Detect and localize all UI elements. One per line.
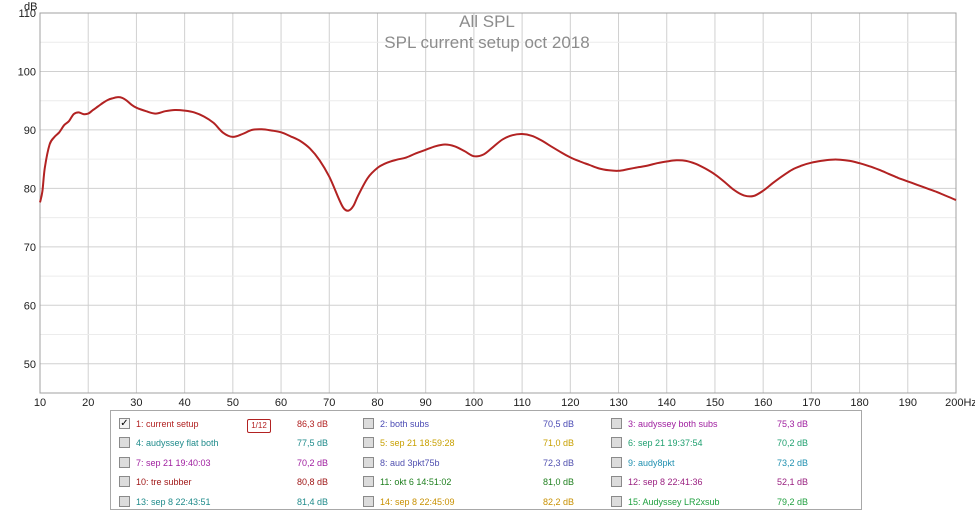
x-tick-label: 70	[323, 397, 335, 409]
legend-label: 6: sep 21 19:37:54	[628, 438, 703, 448]
legend-label: 5: sep 21 18:59:28	[380, 438, 455, 448]
legend-item[interactable]: 6: sep 21 19:37:54 70,2 dB	[611, 435, 851, 451]
legend-value: 70,2 dB	[777, 438, 809, 448]
x-tick-label: 10	[34, 397, 46, 409]
legend-checkbox[interactable]	[363, 496, 374, 507]
legend-checkbox[interactable]	[363, 437, 374, 448]
legend-label: 7: sep 21 19:40:03	[136, 458, 211, 468]
legend-checkbox[interactable]	[611, 437, 622, 448]
x-tick-label: 20	[82, 397, 94, 409]
x-tick-label: 140	[658, 397, 676, 409]
legend-checkbox[interactable]	[611, 476, 622, 487]
legend-value: 80,8 dB	[297, 477, 329, 487]
x-tick-label: 60	[275, 397, 287, 409]
legend-checkbox[interactable]	[363, 418, 374, 429]
y-tick-label: 70	[24, 242, 36, 254]
y-tick-label: 50	[24, 359, 36, 371]
spl-chart: All SPL SPL current setup oct 2018 dB 50…	[18, 1, 975, 409]
legend-item[interactable]: 15: Audyssey LR2xsub 79,2 dB	[611, 494, 851, 510]
legend-value: 81,4 dB	[297, 497, 329, 507]
legend-label: 3: audyssey both subs	[628, 419, 718, 429]
x-tick-label: 130	[609, 397, 627, 409]
legend-label: 12: sep 8 22:41:36	[628, 477, 703, 487]
legend-item[interactable]: 10: tre subber 80,8 dB	[119, 474, 355, 490]
legend-item[interactable]: 8: aud 3pkt75b 72,3 dB	[363, 455, 599, 471]
legend-item[interactable]: 14: sep 8 22:45:09 82,2 dB	[363, 494, 599, 510]
legend-label: 4: audyssey flat both	[136, 438, 219, 448]
y-tick-label: 80	[24, 183, 36, 195]
legend-value: 72,3 dB	[543, 458, 575, 468]
x-tick-label: 160	[754, 397, 772, 409]
legend-checkbox[interactable]	[363, 457, 374, 468]
y-tick-label: 90	[24, 125, 36, 137]
x-tick-label: 200Hz	[945, 397, 975, 409]
x-tick-label: 80	[371, 397, 383, 409]
legend-checkbox[interactable]	[611, 496, 622, 507]
legend-checkbox[interactable]	[363, 476, 374, 487]
legend-item[interactable]: 9: audy8pkt 73,2 dB	[611, 455, 851, 471]
legend-checkbox[interactable]	[611, 457, 622, 468]
x-tick-label: 180	[850, 397, 868, 409]
legend-label: 14: sep 8 22:45:09	[380, 497, 455, 507]
legend-value: 52,1 dB	[777, 477, 809, 487]
chart-title: All SPL	[459, 12, 515, 31]
series-layer	[39, 96, 957, 212]
x-tick-labels: 10 20 30 40 50 60 70 80 90 100 110 120 130 140 150 160 1…	[34, 397, 975, 409]
legend-value: 86,3 dB	[297, 419, 329, 429]
chart-subtitle: SPL current setup oct 2018	[384, 33, 589, 52]
legend-label: 2: both subs	[380, 419, 430, 429]
legend-label: 10: tre subber	[136, 477, 192, 487]
legend-value: 82,2 dB	[543, 497, 575, 507]
legend-value: 77,5 dB	[297, 438, 329, 448]
legend-value: 75,3 dB	[777, 419, 809, 429]
legend-label: 1: current setup	[136, 419, 199, 429]
legend-checkbox[interactable]	[119, 496, 130, 507]
x-tick-label: 40	[179, 397, 191, 409]
legend-item[interactable]: 3: audyssey both subs 75,3 dB	[611, 416, 851, 432]
legend-checkbox[interactable]	[119, 437, 130, 448]
plot-frame	[39, 12, 957, 394]
legend-item[interactable]: 4: audyssey flat both 77,5 dB	[119, 435, 355, 451]
y-tick-label: 60	[24, 300, 36, 312]
x-tick-label: 150	[706, 397, 724, 409]
legend-item[interactable]: 5: sep 21 18:59:28 71,0 dB	[363, 435, 599, 451]
x-tick-label: 110	[513, 397, 531, 409]
x-tick-label: 50	[227, 397, 239, 409]
y-tick-label: 100	[18, 66, 36, 78]
legend-value: 73,2 dB	[777, 458, 809, 468]
x-tick-label: 30	[130, 397, 142, 409]
legend-panel: ✓ 1: current setup 86,3 dB 2: both subs 70,5…	[110, 410, 862, 510]
legend-value: 81,0 dB	[543, 477, 575, 487]
legend-value: 79,2 dB	[777, 497, 809, 507]
legend-label: 11: okt 6 14:51:02	[380, 477, 452, 487]
y-axis-unit: dB	[24, 1, 37, 13]
legend-checkbox[interactable]	[611, 418, 622, 429]
legend-checkbox[interactable]	[119, 457, 130, 468]
x-tick-label: 190	[899, 397, 917, 409]
legend-item[interactable]: 13: sep 8 22:43:51 81,4 dB	[119, 494, 355, 510]
legend-value: 71,0 dB	[543, 438, 575, 448]
legend-label: 8: aud 3pkt75b	[380, 458, 440, 468]
legend-item[interactable]: ✓ 1: current setup 86,3 dB	[119, 416, 355, 432]
legend-item[interactable]: 11: okt 6 14:51:02 81,0 dB	[363, 474, 599, 490]
legend-checkbox[interactable]: ✓	[119, 418, 130, 429]
legend-label: 13: sep 8 22:43:51	[136, 497, 211, 507]
legend-checkbox[interactable]	[119, 476, 130, 487]
legend-value: 70,5 dB	[543, 419, 575, 429]
chart-grid	[39, 12, 957, 394]
legend-label: 9: audy8pkt	[628, 458, 675, 468]
smoothing-button[interactable]: 1/12	[247, 419, 271, 433]
y-tick-label: 110	[18, 8, 36, 20]
series-line-current-setup	[39, 96, 957, 212]
legend-value: 70,2 dB	[297, 458, 329, 468]
legend-label: 15: Audyssey LR2xsub	[628, 497, 720, 507]
y-tick-labels: 50 60 70 80 90 100 110	[18, 8, 36, 371]
x-tick-label: 170	[802, 397, 820, 409]
x-tick-label: 100	[465, 397, 483, 409]
x-tick-label: 90	[420, 397, 432, 409]
legend-item[interactable]: 12: sep 8 22:41:36 52,1 dB	[611, 474, 851, 490]
legend-item[interactable]: 7: sep 21 19:40:03 70,2 dB	[119, 455, 355, 471]
x-tick-label: 120	[561, 397, 579, 409]
legend-item[interactable]: 2: both subs 70,5 dB	[363, 416, 599, 432]
